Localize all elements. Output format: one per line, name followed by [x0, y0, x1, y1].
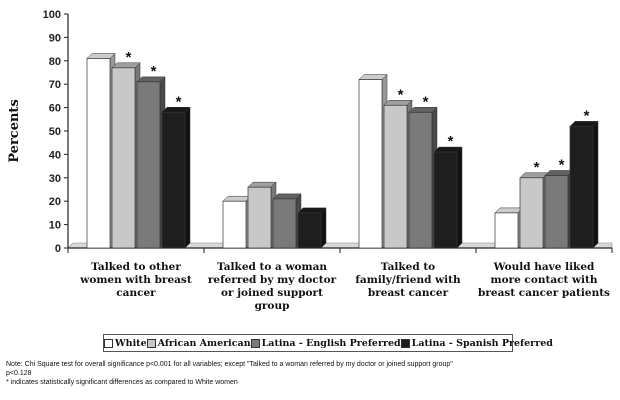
bar: [569, 125, 594, 249]
legend-label-latina-english: Latina - English Preferred: [261, 337, 401, 349]
category-label: breast cancer patients: [478, 287, 610, 299]
category-label: referred by my doctor: [208, 274, 337, 286]
bar-side: [592, 120, 599, 249]
legend-swatch-latina-english: [250, 338, 260, 348]
bar: [136, 81, 161, 249]
note-significance: * indicates statistically significant di…: [6, 379, 238, 386]
y-tick-label: 40: [49, 149, 61, 161]
y-tick-label: 30: [49, 173, 61, 185]
bar: [297, 212, 322, 249]
legend-item-african-american: African American: [146, 337, 251, 349]
significance-star: *: [448, 133, 454, 150]
category-label: or joined support: [221, 287, 323, 299]
y-tick-label: 100: [43, 9, 61, 21]
legend-item-latina-spanish: Latina - Spanish Preferred: [400, 337, 553, 349]
category-label: breast cancer: [368, 287, 449, 299]
y-tick-label: 0: [55, 243, 61, 255]
bar: [272, 198, 297, 249]
category-label: family/friend with: [355, 274, 461, 286]
legend-item-latina-english: Latina - English Preferred: [250, 337, 401, 349]
bar-top: [297, 207, 327, 214]
category-label: Talked to a woman: [217, 261, 327, 273]
bar: [408, 111, 433, 249]
bar-top: [358, 74, 388, 80]
bar: [519, 177, 544, 249]
bar: [494, 212, 519, 249]
y-axis-label: Percents: [7, 99, 22, 163]
bar: [247, 186, 272, 249]
bar-top: [272, 193, 302, 200]
note-p-value: p<0.128: [6, 370, 32, 377]
bar: [111, 67, 136, 249]
bar-top: [494, 207, 524, 214]
bar: [433, 151, 458, 249]
category-label: women with breast: [79, 274, 192, 286]
legend-swatch-latina-spanish: [400, 338, 410, 348]
category-label: Talked to other: [91, 261, 181, 273]
bar-top: [86, 53, 116, 59]
bar-top: [222, 195, 252, 202]
bar: [358, 79, 383, 249]
category-label: Would have liked: [493, 261, 595, 273]
y-tick-label: 70: [49, 79, 61, 91]
chart-legend: White African American Latina - English …: [103, 334, 553, 352]
y-tick-label: 90: [49, 32, 61, 44]
legend-label-white: White: [115, 337, 147, 349]
legend-swatch-white: [104, 338, 113, 348]
significance-star: *: [176, 93, 182, 110]
y-tick-label: 10: [49, 220, 61, 232]
y-tick-label: 60: [49, 103, 61, 115]
legend-label-latina-spanish: Latina - Spanish Preferred: [411, 337, 553, 349]
legend-item-white: White: [104, 338, 147, 349]
significance-star: *: [559, 156, 565, 173]
bar: [544, 175, 569, 249]
category-label: more contact with: [490, 274, 597, 286]
legend-label-african-american: African American: [157, 337, 251, 349]
significance-star: *: [423, 93, 429, 110]
y-tick-label: 50: [49, 126, 61, 138]
bar-top: [247, 181, 277, 188]
legend-swatch-african-american: [146, 338, 156, 348]
bar: [161, 111, 186, 249]
significance-star: *: [584, 107, 590, 124]
bar: [86, 58, 111, 249]
significance-star: *: [151, 63, 157, 80]
category-label: group: [255, 300, 290, 312]
note-chi-square: Note: Chi Square test for overall signif…: [6, 361, 453, 368]
bar-side: [184, 106, 191, 249]
category-label: cancer: [116, 287, 156, 299]
significance-star: *: [534, 159, 540, 176]
significance-star: *: [126, 49, 132, 66]
bar-side: [456, 146, 463, 249]
bar: [222, 200, 247, 249]
significance-star: *: [398, 86, 404, 103]
chart-notes: Note: Chi Square test for overall signif…: [6, 360, 616, 387]
category-label: Talked to: [381, 261, 435, 273]
y-tick-label: 80: [49, 56, 61, 68]
bar: [383, 104, 408, 249]
bar-side: [320, 207, 327, 249]
y-tick-label: 20: [49, 196, 61, 208]
